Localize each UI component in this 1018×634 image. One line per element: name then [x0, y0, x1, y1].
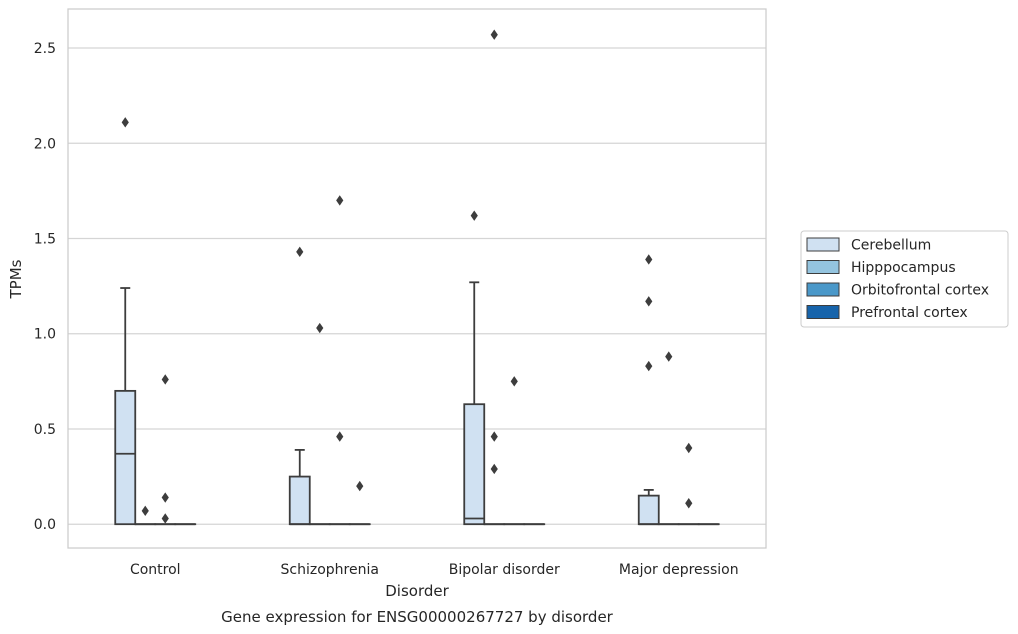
y-tick-label: 2.5 — [34, 41, 56, 57]
outlier-point — [162, 513, 169, 523]
outlier-point — [122, 117, 129, 127]
legend-label: Orbitofrontal cortex — [851, 283, 989, 299]
legend-label: Prefrontal cortex — [851, 305, 968, 321]
outlier-point — [162, 374, 169, 384]
box-body — [290, 477, 310, 525]
x-tick-label: Schizophrenia — [281, 562, 379, 578]
plot-frame — [68, 9, 766, 548]
box-plot-chart: 0.0 0.5 1.0 1.5 2.0 2.5 Control Schizophrenia B… — [0, 0, 1018, 634]
y-axis-ticks: 0.0 0.5 1.0 1.5 2.0 2.5 — [34, 41, 56, 533]
box-hipppocampus-3 — [659, 351, 679, 524]
outlier-point — [336, 195, 343, 205]
box-body — [639, 496, 659, 525]
y-axis-label: TPMs — [7, 259, 25, 299]
box-cerebellum-0 — [115, 117, 135, 524]
box-hipppocampus-2 — [484, 30, 504, 525]
outlier-point — [471, 210, 478, 220]
outlier-point — [356, 481, 363, 491]
outlier-point — [336, 431, 343, 441]
box-elements — [115, 30, 719, 525]
box-cerebellum-2 — [464, 210, 484, 524]
outlier-point — [645, 254, 652, 264]
box-body — [464, 404, 484, 524]
x-tick-label: Control — [130, 562, 181, 578]
box-orbitofrontal-cortex-0 — [155, 374, 175, 524]
y-tick-label: 0.0 — [34, 517, 56, 533]
legend-label: Hipppocampus — [851, 260, 956, 276]
legend-swatch — [807, 238, 839, 251]
outlier-point — [316, 323, 323, 333]
legend-swatch — [807, 261, 839, 274]
legend: Cerebellum Hipppocampus Orbitofrontal cort… — [801, 231, 1008, 327]
outlier-point — [491, 464, 498, 474]
outlier-point — [491, 431, 498, 441]
outlier-point — [685, 443, 692, 453]
outlier-point — [296, 247, 303, 257]
legend-label: Cerebellum — [851, 238, 931, 254]
y-tick-label: 1.5 — [34, 232, 56, 248]
box-prefrontal-cortex-1 — [350, 481, 370, 524]
outlier-point — [491, 30, 498, 40]
box-cerebellum-1 — [290, 247, 310, 525]
box-cerebellum-3 — [639, 254, 659, 524]
outlier-point — [685, 498, 692, 508]
legend-swatch — [807, 283, 839, 296]
box-orbitofrontal-cortex-3 — [679, 443, 699, 524]
outlier-point — [162, 492, 169, 502]
box-hipppocampus-0 — [135, 506, 155, 525]
outlier-point — [142, 506, 149, 516]
box-orbitofrontal-cortex-2 — [504, 376, 524, 524]
y-tick-label: 1.0 — [34, 327, 56, 343]
x-tick-label: Bipolar disorder — [449, 562, 560, 578]
x-axis-ticks: Control Schizophrenia Bipolar disorder Majo… — [130, 562, 739, 578]
outlier-point — [665, 351, 672, 361]
chart-caption: Gene expression for ENSG00000267727 by d… — [221, 608, 614, 626]
box-body — [115, 391, 135, 524]
grid-lines — [68, 48, 766, 524]
legend-swatch — [807, 306, 839, 319]
y-tick-label: 2.0 — [34, 136, 56, 152]
box-orbitofrontal-cortex-1 — [330, 195, 350, 524]
outlier-point — [511, 376, 518, 386]
box-hipppocampus-1 — [310, 323, 330, 524]
x-axis-label: Disorder — [385, 582, 449, 600]
x-tick-label: Major depression — [619, 562, 739, 578]
outlier-point — [645, 296, 652, 306]
outlier-point — [645, 361, 652, 371]
y-tick-label: 0.5 — [34, 422, 56, 438]
